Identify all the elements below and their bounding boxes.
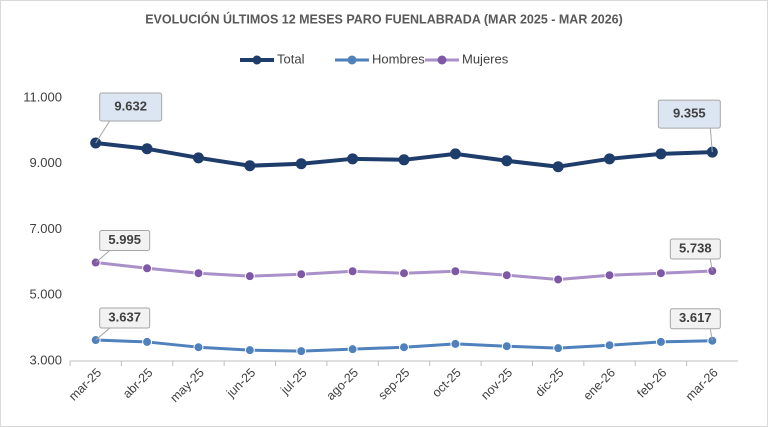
legend-label: Total: [277, 51, 305, 66]
point: [347, 266, 358, 277]
data-label: 9.632: [114, 98, 147, 113]
legend-label: Mujeres: [462, 51, 509, 66]
point: [655, 148, 667, 160]
point: [604, 153, 616, 165]
point: [244, 271, 255, 282]
callout-box: [669, 238, 721, 260]
y-tick-label: 3.000: [29, 352, 62, 367]
data-label: 3.637: [108, 309, 141, 324]
point: [295, 158, 307, 170]
point: [399, 268, 409, 279]
callout-box: [657, 99, 721, 129]
point: [604, 340, 615, 351]
point: [501, 155, 513, 167]
chart-title: EVOLUCIÓN ÚLTIMOS 12 MESES PARO FUENLABR…: [145, 11, 623, 26]
callout-box: [99, 230, 151, 252]
point: [296, 346, 307, 357]
legend-marker: [252, 55, 262, 65]
point: [501, 341, 512, 352]
legend-label: Hombres: [372, 51, 425, 66]
point: [552, 161, 564, 173]
callout-box: [99, 307, 151, 329]
point: [347, 344, 358, 355]
point: [347, 153, 359, 165]
point: [449, 148, 461, 160]
point: [450, 338, 461, 349]
y-tick-label: 7.000: [29, 221, 62, 236]
point: [501, 270, 512, 281]
point: [192, 152, 204, 164]
legend-marker: [347, 55, 357, 65]
point: [655, 336, 666, 347]
legend-marker: [437, 55, 447, 65]
point: [193, 268, 204, 279]
point: [296, 269, 307, 280]
y-tick-label: 5.000: [29, 287, 62, 302]
callout-pointer: [95, 327, 111, 341]
data-label: 3.617: [679, 310, 712, 325]
data-label: 9.355: [673, 106, 706, 121]
point: [142, 336, 153, 347]
point: [141, 143, 153, 155]
data-label: 5.738: [679, 240, 712, 255]
callout-pointer: [709, 128, 713, 153]
point: [553, 274, 564, 285]
callout-box: [99, 92, 163, 122]
data-label: 5.995: [108, 232, 141, 247]
point: [142, 263, 153, 274]
point: [399, 342, 409, 353]
point: [244, 345, 255, 356]
y-tick-label: 9.000: [29, 155, 62, 170]
callout-pointer: [709, 258, 713, 272]
point: [655, 268, 666, 279]
point: [244, 160, 256, 172]
point: [398, 154, 410, 166]
y-tick-label: 11.000: [23, 89, 62, 104]
point: [553, 343, 564, 354]
point: [604, 270, 615, 281]
callout-pointer: [95, 250, 111, 263]
point: [450, 266, 461, 277]
callout-box: [669, 308, 721, 330]
point: [193, 342, 204, 353]
callout-pointer: [95, 120, 111, 144]
callout-pointer: [709, 328, 713, 341]
